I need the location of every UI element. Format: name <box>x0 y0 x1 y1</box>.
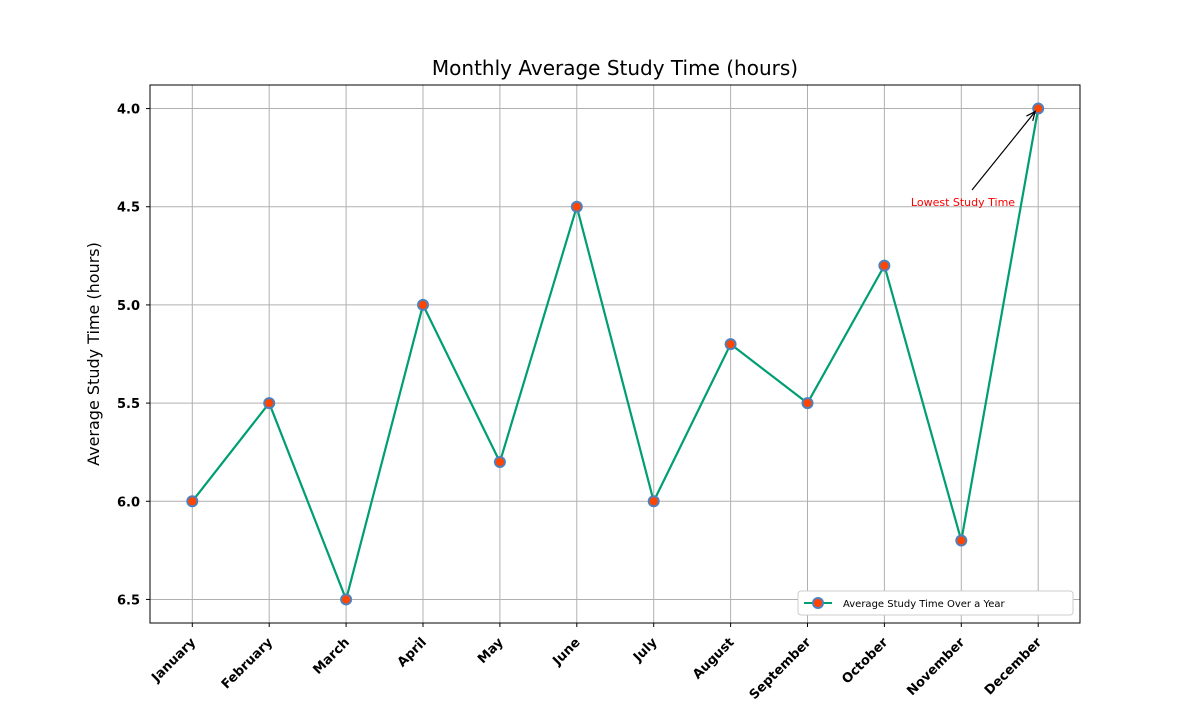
legend: Average Study Time Over a Year <box>797 590 1074 616</box>
y-tick-label: 6.0 <box>117 495 140 510</box>
annotation-arrow <box>971 112 1035 191</box>
chart-title: Monthly Average Study Time (hours) <box>432 56 798 80</box>
x-tick-label: November <box>904 635 968 699</box>
y-tick-label: 6.5 <box>117 593 140 608</box>
data-point <box>878 259 891 272</box>
series-layer <box>186 102 1045 606</box>
data-point <box>647 495 660 508</box>
data-point <box>417 298 429 311</box>
x-tick-label: December <box>982 635 1045 698</box>
y-axis-label: Average Study Time (hours) <box>84 242 103 466</box>
data-point <box>570 200 583 213</box>
legend-box <box>797 590 1074 616</box>
x-tick-label: May <box>475 635 507 667</box>
y-tick-label: 4.5 <box>117 201 140 216</box>
y-tick-label: 5.0 <box>117 299 140 314</box>
x-tick-label: October <box>839 635 891 687</box>
x-tick-label: March <box>310 635 352 677</box>
data-point <box>801 397 814 410</box>
legend-marker-swatch <box>812 597 824 609</box>
data-point <box>955 534 968 547</box>
data-point <box>340 593 353 606</box>
x-tick-label: June <box>550 635 584 669</box>
annotation: Lowest Study Time <box>911 112 1035 209</box>
data-point <box>493 455 506 468</box>
x-tick-label: July <box>630 635 661 666</box>
grid <box>150 85 1080 623</box>
data-point <box>263 397 276 410</box>
x-tick-label: August <box>690 635 737 682</box>
x-tick-label: September <box>747 635 815 700</box>
data-point <box>186 495 199 508</box>
legend-label: Average Study Time Over a Year <box>843 599 1006 610</box>
data-point <box>724 338 737 351</box>
plot-frame <box>149 84 1081 624</box>
x-tick-label: February <box>219 635 277 693</box>
annotation-label: Lowest Study Time <box>911 196 1015 209</box>
series-line <box>191 108 1040 601</box>
y-tick-label: 4.0 <box>117 103 140 118</box>
x-tick-label: April <box>395 635 430 670</box>
y-tick-label: 5.5 <box>117 397 140 412</box>
x-tick-label: January <box>148 635 199 686</box>
